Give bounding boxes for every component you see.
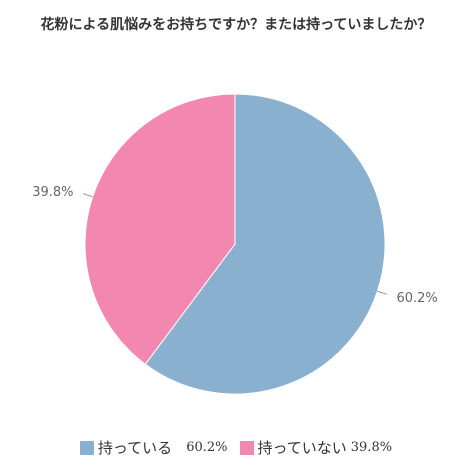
legend-item-0[interactable]: 持っている 60.2% [79,437,228,458]
legend: 持っている 60.2% 持っていない 39.8% [0,437,472,458]
slice-value-label-1: 39.8% [32,185,73,200]
legend-swatch-0 [79,440,94,455]
legend-swatch-1 [239,440,254,455]
legend-label-1: 持っていない [257,439,347,457]
legend-value-1: 39.8% [350,440,393,455]
pie-slice-0[interactable] [144,93,386,395]
legend-value-0: 60.2% [186,440,228,455]
slice-value-label-0: 60.2% [396,291,437,306]
slice-label-connector-1 [82,193,93,198]
slice-label-connector-0 [377,290,388,295]
pie-slice-1[interactable] [84,93,236,365]
chart-title: 花粉による肌悩みをお持ちですか？または持っていましたか？ [40,17,432,33]
legend-item-1[interactable]: 持っていない 39.8% [239,437,393,458]
legend-label-0: 持っている [97,439,173,457]
